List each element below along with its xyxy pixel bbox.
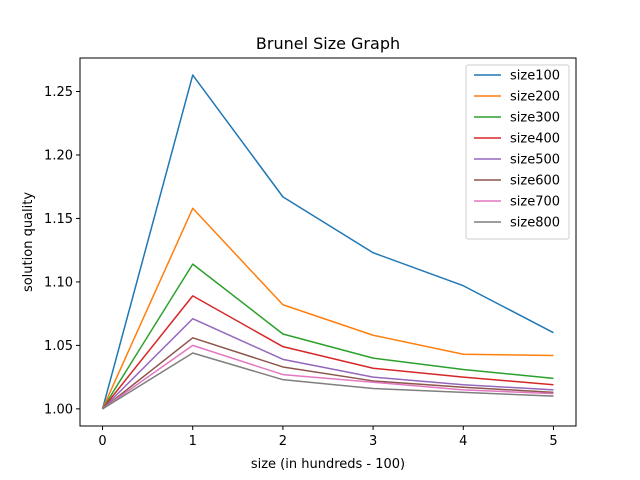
series-line-size600 [102,337,554,410]
chart-title: Brunel Size Graph [256,34,400,53]
y-tick-label: 1.10 [44,275,73,290]
y-tick-label: 1.05 [44,339,73,354]
legend-box [465,64,570,240]
legend-label: size200 [510,90,560,105]
x-tick-label: 2 [279,434,287,449]
y-axis: 1.00 1.05 1.10 1.15 1.20 1.25 [44,85,80,417]
y-tick-label: 1.25 [44,85,73,100]
plot-frame [79,57,577,427]
x-axis-label: size (in hundreds - 100) [251,457,405,472]
series-line-size400 [101,295,554,410]
y-tick-label: 1.15 [44,212,73,227]
series-line-size100 [101,74,554,410]
x-tick-label: 4 [459,434,467,449]
y-tick-label: 1.00 [44,402,73,417]
y-axis-label: solution quality [21,192,36,292]
legend-label: size700 [510,195,560,210]
y-tick-label: 1.20 [44,148,73,163]
x-tick-label: 1 [189,434,197,449]
x-tick-label: 5 [549,434,557,449]
legend-label: size400 [510,132,560,147]
legend-label: size600 [510,174,560,189]
series-line-size300 [101,263,554,410]
x-axis: 0 1 2 3 4 5 [98,426,558,449]
plot-area [101,74,554,410]
legend: size100 size200 size300 size400 size500 size6… [465,64,570,240]
series-line-size200 [101,207,554,410]
legend-label: size100 [510,69,560,84]
legend-label: size500 [510,153,560,168]
x-tick-label: 0 [98,434,106,449]
series-line-size800 [102,352,554,410]
legend-label: size300 [510,111,560,126]
x-tick-label: 3 [369,434,377,449]
series-line-size700 [102,344,554,410]
legend-label: size800 [510,216,560,231]
series-line-size500 [102,317,554,410]
